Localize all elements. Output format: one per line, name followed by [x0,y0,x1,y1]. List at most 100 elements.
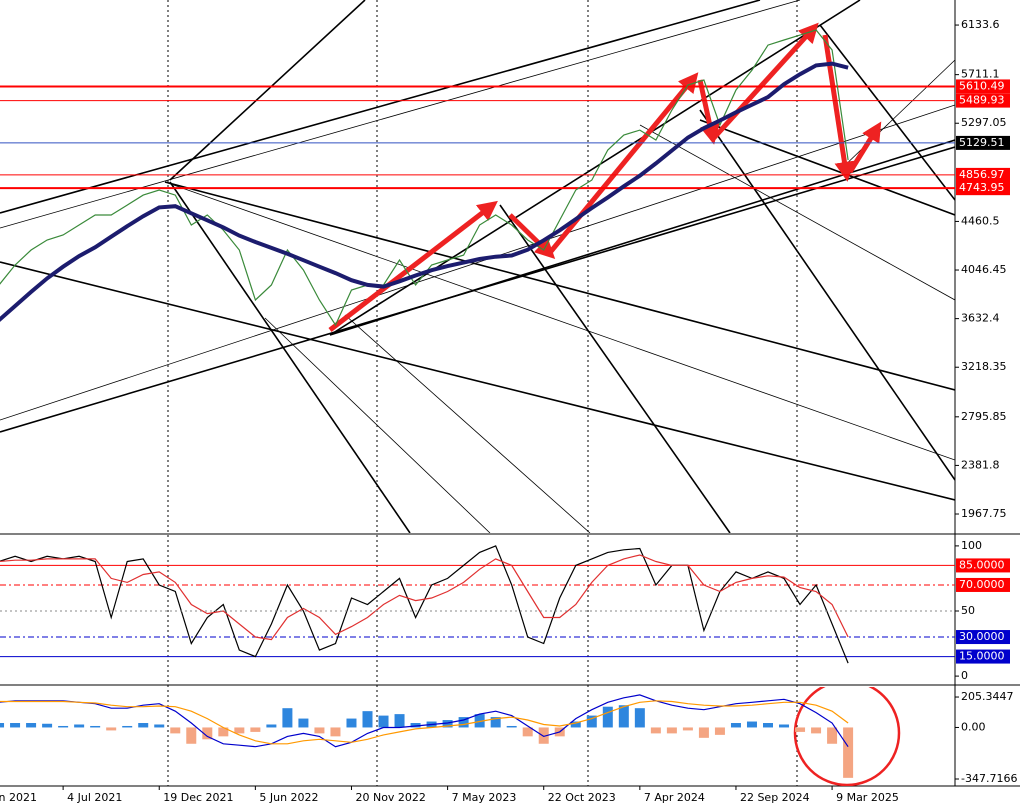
histogram-bar [714,727,725,735]
y-tick-label: 6133.6 [961,18,1000,31]
histogram-bar [538,727,549,744]
level-label: 4743.95 [959,181,1005,194]
histogram-bar [490,717,501,728]
histogram-bar [666,727,677,734]
series-line [0,29,849,327]
histogram-bar [362,711,373,728]
y-tick-label: 2381.8 [961,458,1000,471]
oscillator-panel [0,545,955,664]
x-tick-label: 22 Sep 2024 [740,791,810,804]
y-tick-label: 0 [961,669,968,682]
histogram-bar [250,727,261,732]
macd-panel [0,687,901,786]
histogram-bar [266,724,277,728]
y-tick-label: 4460.5 [961,214,1000,227]
histogram-bar [74,724,85,728]
level-label: 70.0000 [959,578,1005,591]
histogram-bar [10,723,21,728]
level-label-box [956,181,1010,196]
histogram-bar [570,721,581,728]
level-label-box [956,558,1010,573]
level-label-box [956,167,1010,182]
series-line [0,61,849,322]
y-tick-label: 1967.75 [961,507,1007,520]
histogram-bar [154,724,165,728]
histogram-bar [698,727,709,738]
x-tick-label: 22 Oct 2023 [548,791,616,804]
y-tick-label: 50 [961,604,975,617]
histogram-bar [843,727,854,778]
histogram-bar [827,727,838,744]
histogram-bar [346,718,357,728]
histogram-bar [586,715,597,728]
trend-lines [0,0,955,533]
histogram-bar [811,727,822,734]
histogram-bar [602,706,613,728]
histogram-bar [506,725,517,728]
histogram-bar [394,714,405,728]
histogram-bar [779,724,790,728]
x-tick-label: 19 Dec 2021 [163,791,233,804]
histogram-bar [90,725,101,728]
x-tick-label: 20 Nov 2022 [355,791,425,804]
level-label: 15.0000 [959,650,1005,663]
level-label-box [956,577,1010,592]
histogram-bar [410,723,421,728]
highlight-circle [793,687,901,786]
x-tick-label: 4 Jul 2021 [67,791,122,804]
level-label-box [956,649,1010,664]
histogram-bar [795,727,806,732]
histogram-bar [682,727,693,731]
series-line [0,554,849,641]
level-label: 5489.93 [959,94,1005,107]
histogram-bar [650,727,661,734]
histogram-bar [186,727,197,744]
level-label: 30.0000 [959,630,1005,643]
series-line [0,700,849,745]
y-tick-label: 5711.1 [961,68,1000,81]
histogram-bar [618,705,629,728]
histogram-bar [218,727,229,737]
histogram-bar [170,727,181,734]
y-tick-label: 205.3447 [961,690,1014,703]
histogram-bar [458,717,469,728]
histogram-bar [634,708,645,728]
level-label-box [956,79,1010,94]
y-tick-label: 2795.85 [961,410,1007,423]
level-label: 85.0000 [959,558,1005,571]
histogram-bar [442,720,453,728]
y-tick-label: 3632.4 [961,312,1000,325]
histogram-bar [106,727,117,731]
level-label: 5129.51 [959,136,1005,149]
series-line [0,694,849,748]
histogram-bar [234,727,245,734]
histogram-bar [26,723,37,728]
x-tick-label: 17 Jan 2021 [0,791,37,804]
price-panel [0,0,955,533]
x-tick-label: 9 Mar 2025 [836,791,899,804]
y-tick-label: 3218.35 [961,360,1007,373]
histogram-bar [282,708,293,728]
histogram-bar [298,718,309,728]
histogram-bar [763,723,773,728]
histogram-bar [330,727,341,737]
y-tick-label: 0.00 [961,720,986,733]
period-separators [167,0,798,786]
histogram-bar [474,714,485,728]
histogram-bar [202,727,213,740]
level-label: 5610.49 [959,79,1005,92]
histogram-bar [138,723,149,728]
histogram-bar [378,715,389,728]
histogram-bar [746,721,757,728]
histogram-bar [0,723,5,728]
axes: 17 Jan 2021 4 Jul 2021 19 Dec 2021 5 Jun 20… [0,18,1017,804]
histogram-bar [122,725,133,728]
y-tick-label: 4046.45 [961,263,1007,276]
histogram-bar [42,723,53,728]
level-label: 4856.97 [959,168,1005,181]
x-tick-label: 5 Jun 2022 [259,791,318,804]
level-label-box [956,93,1010,108]
histogram-bar [314,727,325,734]
y-tick-label: -347.7166 [961,772,1017,785]
